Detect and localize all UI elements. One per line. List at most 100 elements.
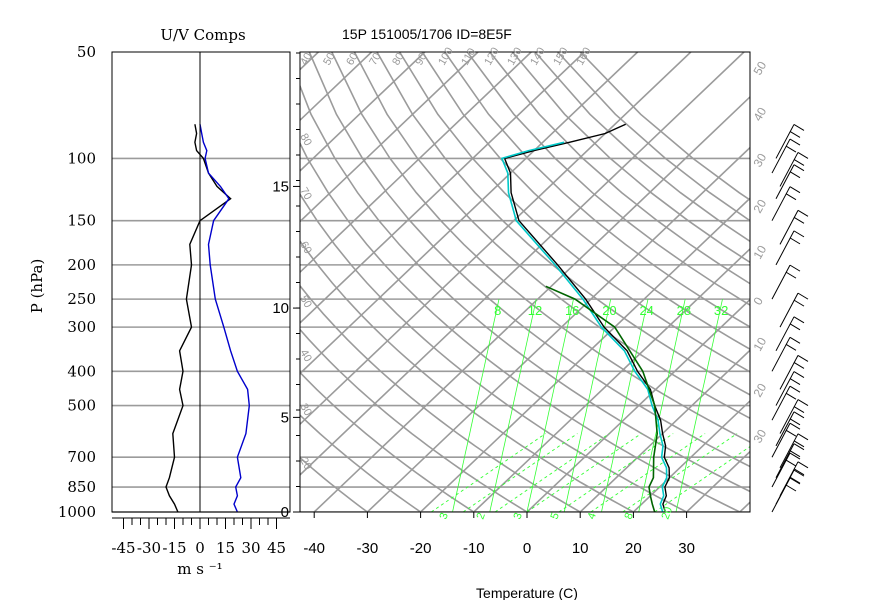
wind-barb-flag — [793, 361, 805, 369]
skewt-bottom-label-4: 4 — [586, 511, 599, 521]
skewt-mixing-ratio-label-16: 16 — [565, 303, 579, 318]
wind-barb-flag — [789, 418, 801, 426]
skewt-bottom-label-2: 2 — [475, 511, 488, 521]
skewt-gridlines — [300, 52, 750, 512]
skewt-left-label-80: 80 — [297, 132, 314, 149]
wind-barb-flag — [789, 336, 801, 344]
skewt-height-tick-5: 5 — [281, 409, 289, 426]
wind-barb-staff — [775, 124, 795, 159]
uv-x-tick-30: 30 — [241, 539, 260, 557]
skewt-mixing-ratio-line — [526, 433, 642, 512]
wind-barb-staff — [771, 385, 791, 421]
skewt-moist-adiabat-24 — [601, 299, 649, 512]
skewt-dry-adiabat — [444, 52, 750, 328]
skewt-dry-adiabat — [300, 83, 750, 493]
uv-y-tick-200: 200 — [67, 256, 96, 274]
skewt-bottom-label-3: 3 — [438, 511, 451, 521]
skewt-line-dewpoint — [500, 141, 668, 512]
skewt-top-label-160: 160 — [574, 46, 594, 68]
wind-barb-flag — [785, 392, 797, 400]
skewt-dry-adiabat — [489, 52, 750, 285]
wind-barb-flag — [797, 433, 809, 441]
skewt-isotherm — [300, 52, 319, 71]
wind-barb-flag — [789, 450, 801, 458]
skewt-bottom-label-20: 20 — [660, 505, 675, 521]
uv-panel-title: U/V Comps — [160, 26, 245, 44]
wind-barb-flag — [793, 299, 805, 307]
wind-barbs — [771, 124, 809, 513]
uv-x-tick--45: -45 — [111, 539, 135, 557]
skewt-top-label-60: 60 — [344, 51, 361, 68]
skewt-mixing-ratio-line — [590, 433, 706, 512]
wind-barb-flag — [789, 264, 801, 272]
skewt-isotherm — [632, 399, 750, 512]
wind-barb-staff — [775, 230, 795, 266]
skewt-right-label-20: 20 — [750, 197, 769, 216]
wind-barb-flag — [789, 171, 801, 179]
skewt-x-tick-labels: -40 -30 -20 -10 0 10 20 30 — [303, 512, 695, 557]
skewt-mixing-ratio-label-20: 20 — [602, 303, 616, 318]
skewt-dry-adiabat — [300, 328, 528, 512]
figure-title: 15P 151005/1706 ID=8E5F — [342, 26, 512, 42]
skewt-right-label-30: 30 — [750, 427, 769, 446]
skewt-isotherm — [300, 52, 745, 476]
skewt-left-label-40: 40 — [297, 348, 314, 365]
skewt-dry-adiabat — [557, 52, 750, 222]
uv-line-v — [199, 124, 251, 513]
wind-barb-staff — [771, 264, 791, 300]
wind-barb-flag — [793, 468, 805, 476]
wind-barb-flag — [793, 230, 805, 238]
skewt-dry-adiabat — [376, 52, 750, 396]
skewt-left-label-60: 60 — [297, 240, 314, 257]
skewt-height-tick-0: 0 — [281, 504, 289, 521]
wind-barb-flag — [797, 209, 809, 217]
skewt-isotherm — [313, 95, 750, 512]
wind-barb-flag — [797, 354, 809, 362]
skewt-right-label-10: 10 — [750, 243, 769, 262]
skewt-dry-adiabat — [300, 141, 741, 512]
skewt-top-label-50: 50 — [321, 51, 338, 68]
skewt-top-label-70: 70 — [367, 51, 384, 68]
wind-barb-staff — [771, 186, 791, 221]
skewt-mixing-ratio-label-32: 32 — [714, 303, 728, 318]
wind-barb-flag — [793, 406, 805, 413]
skewt-moist-adiabat-8 — [452, 299, 500, 512]
wind-barb-flag — [793, 443, 805, 451]
skewt-dry-adiabat — [308, 52, 750, 468]
skewt-mixing-ratio-label-24: 24 — [639, 303, 653, 318]
uv-y-tick-300: 300 — [67, 318, 96, 336]
skewt-right-label-0: 0 — [750, 294, 766, 307]
skewt-panel-frame — [299, 51, 751, 513]
skewt-isotherm — [420, 197, 750, 512]
skewt-isotherm — [686, 450, 750, 512]
skewt-dry-adiabat — [300, 414, 422, 512]
skewt-isotherm — [300, 52, 692, 426]
skewt-height-tick-10: 10 — [272, 300, 289, 317]
skewt-x-tick--10: -10 — [463, 540, 485, 557]
skewt-bottom-label-8: 8 — [623, 511, 636, 521]
wind-barb-staff — [775, 411, 795, 447]
skewt-isotherm — [300, 52, 585, 324]
uv-series — [165, 124, 251, 513]
skewt-moist-adiabat-20 — [563, 299, 612, 512]
skewt-left-label-30: 30 — [297, 402, 314, 419]
uv-y-tick-850: 850 — [67, 478, 96, 496]
skewt-dry-adiabat — [421, 52, 750, 351]
wind-barb-flag — [789, 323, 801, 331]
skewt-mixing-ratio-line — [494, 433, 610, 512]
skewt-x-tick--40: -40 — [303, 540, 325, 557]
skewt-line-parcel — [545, 285, 659, 512]
wind-barb-flag — [793, 469, 805, 477]
skewt-moist-adiabat-32 — [675, 299, 723, 512]
wind-barb-flag — [793, 124, 805, 131]
wind-barb-flag — [789, 452, 801, 460]
skewt-left-label-50: 50 — [297, 294, 314, 311]
uv-y-tick-400: 400 — [67, 362, 96, 380]
wind-barb-staff — [779, 355, 799, 390]
skewt-isotherm — [473, 247, 750, 512]
wind-barb-flag — [793, 216, 805, 224]
wind-barb-flag — [797, 399, 809, 406]
wind-barb-flag — [785, 145, 797, 153]
wind-barb-staff — [775, 371, 795, 406]
